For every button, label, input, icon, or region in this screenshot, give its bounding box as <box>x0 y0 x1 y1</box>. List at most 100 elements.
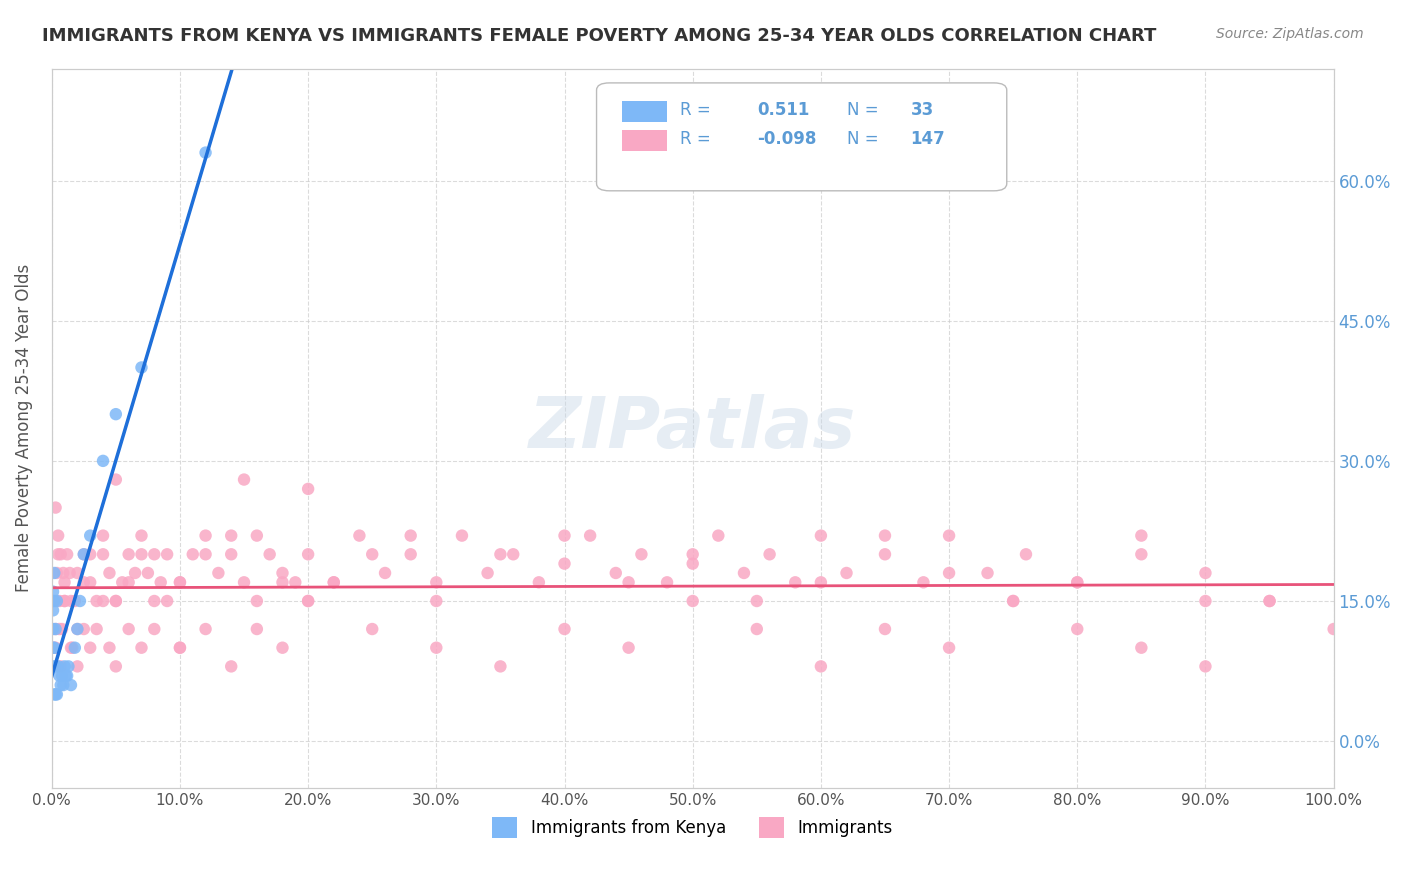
Point <box>219 659 242 673</box>
Point <box>938 528 960 542</box>
Point <box>56 547 79 561</box>
Point <box>42 640 65 655</box>
Point <box>42 622 65 636</box>
Point <box>502 547 524 561</box>
Text: Source: ZipAtlas.com: Source: ZipAtlas.com <box>1216 27 1364 41</box>
Point <box>131 528 153 542</box>
Point <box>1130 528 1153 542</box>
Point <box>1130 547 1153 561</box>
Point <box>810 528 832 542</box>
Point <box>91 547 114 561</box>
Point <box>46 659 69 673</box>
Point <box>810 659 832 673</box>
Point <box>361 622 384 636</box>
Point <box>1258 594 1281 608</box>
Point <box>169 640 191 655</box>
Point <box>169 575 191 590</box>
Point <box>59 678 82 692</box>
Point <box>79 528 101 542</box>
Point <box>181 547 204 561</box>
Point <box>56 669 79 683</box>
Point <box>1323 622 1346 636</box>
Point <box>49 678 72 692</box>
Point <box>758 547 780 561</box>
Point <box>131 547 153 561</box>
Point <box>91 528 114 542</box>
Point <box>118 622 141 636</box>
Point <box>104 407 127 421</box>
Point <box>207 566 229 580</box>
Point <box>60 640 83 655</box>
Point <box>169 575 191 590</box>
Point <box>53 594 76 608</box>
Point <box>91 594 114 608</box>
Point <box>246 622 269 636</box>
Point <box>45 687 67 701</box>
Point <box>1015 547 1038 561</box>
Point <box>194 528 217 542</box>
Point <box>745 594 768 608</box>
Point <box>66 659 89 673</box>
Point <box>297 594 319 608</box>
Point <box>527 575 550 590</box>
Point <box>143 594 166 608</box>
Point <box>104 473 127 487</box>
Point <box>489 547 512 561</box>
Point <box>48 594 70 608</box>
Point <box>79 640 101 655</box>
Point <box>63 594 86 608</box>
Text: ZIPatlas: ZIPatlas <box>529 393 856 463</box>
Point <box>682 547 704 561</box>
Point <box>55 669 77 683</box>
Point <box>1066 575 1088 590</box>
Point <box>44 594 66 608</box>
Point <box>873 622 896 636</box>
Point <box>605 566 627 580</box>
Point <box>49 659 72 673</box>
Point <box>79 575 101 590</box>
Point <box>42 594 65 608</box>
Point <box>194 622 217 636</box>
Point <box>297 482 319 496</box>
Point <box>44 640 66 655</box>
Text: N =: N = <box>846 101 879 120</box>
Point <box>873 547 896 561</box>
Point <box>44 687 66 701</box>
Point <box>169 640 191 655</box>
Point <box>733 566 755 580</box>
Point <box>938 566 960 580</box>
Point <box>425 640 447 655</box>
Point <box>42 603 65 617</box>
Point <box>79 547 101 561</box>
Point <box>49 547 72 561</box>
Point <box>53 594 76 608</box>
Point <box>873 528 896 542</box>
Text: N =: N = <box>846 130 879 148</box>
Point <box>976 566 998 580</box>
Point <box>271 575 294 590</box>
Point <box>1002 594 1025 608</box>
Point <box>131 640 153 655</box>
Point <box>86 622 108 636</box>
Point <box>1194 594 1216 608</box>
Bar <box>623 129 666 152</box>
Point <box>124 566 146 580</box>
Point <box>233 473 256 487</box>
Point <box>91 454 114 468</box>
Point <box>45 566 67 580</box>
Point <box>52 678 75 692</box>
Point <box>104 659 127 673</box>
Point <box>59 594 82 608</box>
Point <box>284 575 307 590</box>
Point <box>361 547 384 561</box>
Point <box>48 622 70 636</box>
Point <box>194 145 217 160</box>
Point <box>52 566 75 580</box>
Point <box>219 528 242 542</box>
Point <box>63 640 86 655</box>
Point <box>1066 622 1088 636</box>
Point <box>45 622 67 636</box>
FancyBboxPatch shape <box>596 83 1007 191</box>
Text: IMMIGRANTS FROM KENYA VS IMMIGRANTS FEMALE POVERTY AMONG 25-34 YEAR OLDS CORRELA: IMMIGRANTS FROM KENYA VS IMMIGRANTS FEMA… <box>42 27 1157 45</box>
Point <box>66 622 89 636</box>
